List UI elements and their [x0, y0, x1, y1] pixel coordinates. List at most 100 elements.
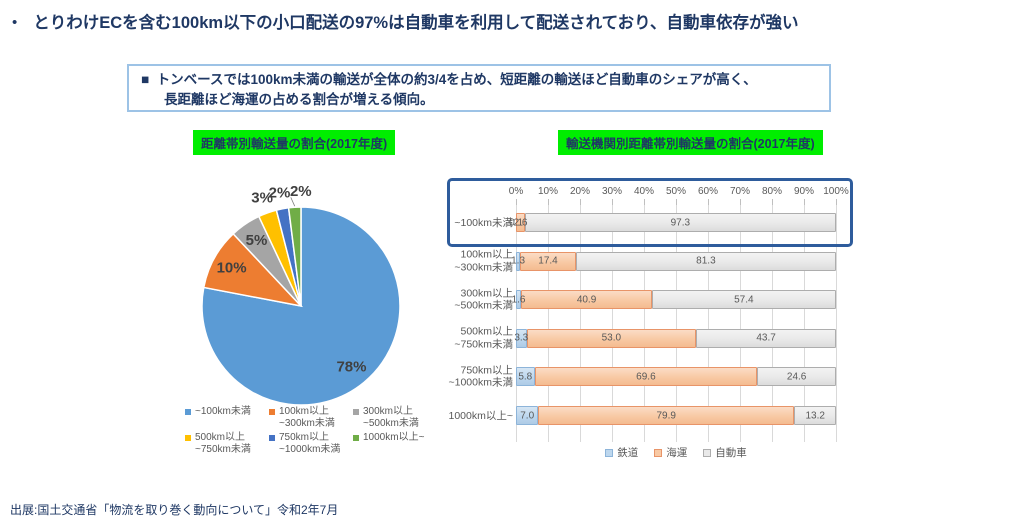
pie-legend-label: 500km以上 ~750km未満 [195, 432, 251, 455]
bar-segment-自動車 [575, 251, 836, 271]
summary-note-line2: 長距離ほど海運の占める割合が増える傾向。 [164, 92, 434, 107]
grid-line [612, 205, 613, 442]
bar-value-label: 5.8 [518, 371, 533, 383]
bar-track: 1.6 40.9 57.4 [512, 290, 836, 310]
bar-row-label: ~100km未満 [454, 216, 513, 229]
pie-legend-item: 750km以上 ~1000km未満 [269, 432, 353, 455]
grid-line [644, 205, 645, 442]
bar-segment-自動車 [696, 328, 836, 348]
pie-data-label: 10% [217, 259, 247, 276]
bar-segment-海運 [534, 367, 758, 387]
legend-marker-icon [185, 409, 191, 415]
axis-tick [708, 199, 709, 205]
axis-tick-label: 10% [537, 186, 559, 197]
legend-marker-icon [605, 448, 614, 457]
bar-segment-海運 [521, 290, 652, 310]
bar-segment-海運 [516, 213, 525, 232]
axis-tick [836, 199, 837, 205]
pie-legend-label: ~100km未満 [195, 406, 251, 417]
bar-segment-自動車 [794, 406, 837, 425]
axis-tick-label: 0% [508, 186, 524, 197]
summary-note-box: ■ トンベースでは100km未満の輸送が全体の約3/4を占め、短距離の輸送ほど自… [127, 64, 831, 112]
grid-line [836, 205, 837, 442]
pie-legend-item: 300km以上 ~500km未満 [353, 406, 449, 429]
bar-value-label: 79.9 [656, 410, 676, 421]
pie-data-label: 2% [269, 185, 291, 202]
pie-legend-item: 1000km以上~ [353, 432, 449, 455]
bar-row-label: 750km以上 ~1000km未満 [448, 364, 514, 389]
bar-row: 1000km以上~ 7.0 79.9 13.2 [445, 406, 865, 425]
legend-marker-icon [185, 435, 191, 441]
pie-legend-label: 1000km以上~ [363, 432, 425, 443]
bar-row: ~100km未満 0.1 2.6 97.3 [445, 213, 865, 232]
grid-line [516, 205, 517, 442]
axis-tick [772, 199, 773, 205]
grid-line [580, 205, 581, 442]
grid-line [676, 205, 677, 442]
bar-legend-item: 鉄道 [605, 445, 638, 460]
bar-segment-自動車 [652, 290, 836, 310]
grid-line [708, 205, 709, 442]
grid-line [804, 205, 805, 442]
legend-marker-icon [353, 409, 359, 415]
bar-value-label: 2.6 [513, 217, 528, 228]
pie-legend-label: 750km以上 ~1000km未満 [279, 432, 341, 455]
bar-segment-自動車 [757, 367, 836, 387]
bar-track: 7.0 79.9 13.2 [516, 406, 837, 425]
pie-legend: ~100km未満 100km以上 ~300km未満 300km以上 ~500km未満 50… [185, 406, 449, 455]
pie-legend-label: 300km以上 ~500km未満 [363, 406, 419, 429]
bar-row: 100km以上 ~300km未満 1.3 17.4 81.3 [445, 249, 865, 273]
bar-value-label: 53.0 [601, 332, 622, 344]
axis-tick-label: 70% [729, 186, 751, 197]
bar-legend-label: 自動車 [715, 447, 747, 459]
bar-value-label: 13.2 [805, 410, 825, 421]
bar-value-label: 69.6 [636, 371, 656, 383]
bar-track: 3.3 53.0 43.7 [514, 328, 836, 348]
source-note: 出展:国土交通省「物流を取り巻く動向について」令和2年7月 [10, 503, 339, 517]
page-title-row: • とりわけECを含む100km以下の小口配送の97%は自動車を利用して配送され… [12, 12, 1016, 34]
axis-tick [580, 199, 581, 205]
axis-tick-label: 30% [601, 186, 623, 197]
note-line1-text: トンベースでは100km未満の輸送が全体の約3/4を占め、短距離の輸送ほど自動車… [156, 72, 757, 87]
page-title: とりわけECを含む100km以下の小口配送の97%は自動車を利用して配送されてお… [33, 14, 799, 32]
bar-row: 500km以上 ~750km未満 3.3 53.0 43.7 [445, 325, 865, 351]
legend-marker-icon [703, 448, 712, 457]
bar-value-label: 40.9 [576, 294, 597, 306]
pie-data-label: 5% [246, 232, 268, 249]
axis-tick-label: 50% [665, 186, 687, 197]
legend-marker-icon [353, 435, 359, 441]
bar-row: 300km以上 ~500km未満 1.6 40.9 57.4 [445, 287, 865, 312]
bar-value-label: 57.4 [734, 294, 754, 306]
legend-marker-icon [269, 435, 275, 441]
bar-legend-item: 自動車 [703, 445, 747, 460]
bar-row-label: 300km以上 ~500km未満 [454, 287, 513, 312]
bar-track: 0.1 2.6 97.3 [509, 213, 836, 232]
bar-track: 5.8 69.6 24.6 [516, 367, 836, 387]
pie-chart-title: 距離帯別輸送量の割合(2017年度) [193, 130, 396, 155]
bar-row-label: 500km以上 ~750km未満 [454, 325, 513, 351]
axis-tick [804, 199, 805, 205]
bar-legend-label: 鉄道 [617, 447, 639, 459]
bar-row-label: 1000km以上~ [448, 409, 514, 422]
bar-value-label: 7.0 [520, 410, 535, 421]
pie-data-label: 3% [251, 189, 273, 206]
bar-value-label: 1.6 [511, 294, 526, 306]
title-bullet-icon: • [12, 14, 18, 31]
pie-chart: 78%10%5%3%2% 2% [201, 183, 401, 406]
note-bullet-icon: ■ [141, 72, 150, 87]
grid-line [548, 205, 549, 442]
bar-segment-海運 [526, 328, 697, 348]
bar-segment-鉄道 [516, 328, 527, 348]
axis-tick-label: 40% [633, 186, 655, 197]
axis-tick [676, 199, 677, 205]
pie-slice-5 [287, 206, 302, 307]
axis-tick-label: 20% [569, 186, 591, 197]
bar-value-label: 0.1 [509, 217, 524, 228]
bar-value-label: 24.6 [786, 371, 807, 383]
bar-segment-自動車 [524, 213, 836, 232]
pie-legend-label: 100km以上 ~300km未満 [279, 406, 335, 429]
axis-tick [516, 199, 517, 205]
bar-legend: 鉄道 海運 自動車 [516, 445, 836, 460]
axis-tick-label: 80% [761, 186, 783, 197]
pie-leader-line [290, 197, 296, 207]
